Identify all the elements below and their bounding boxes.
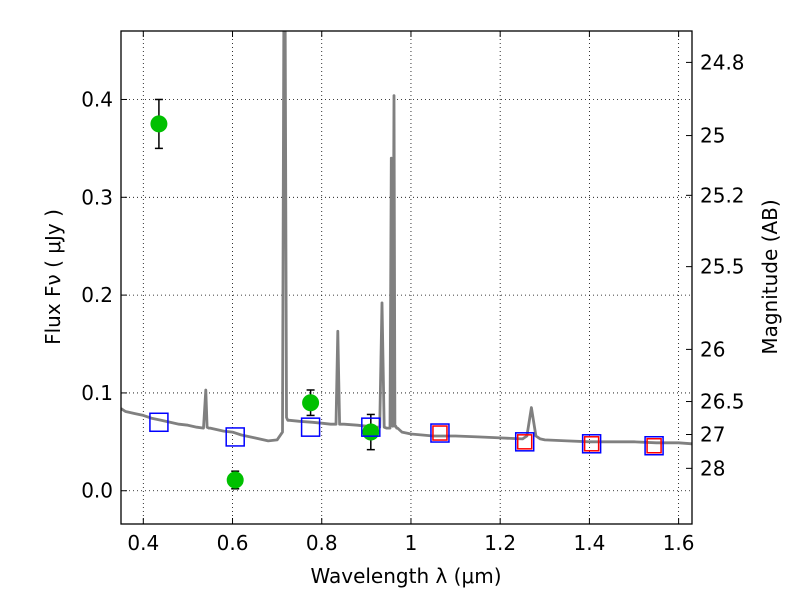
y-tick-label: 0.0	[81, 479, 113, 503]
model-square	[149, 412, 169, 433]
x-tick-label: 0.8	[306, 531, 338, 555]
data-point	[362, 423, 380, 441]
x-tick-label: 1.2	[484, 531, 516, 555]
right-tick-label: 26.5	[700, 390, 745, 414]
y-axis-label: Flux Fν ( μJy )	[41, 209, 65, 345]
model-square	[361, 417, 381, 437]
model-square	[514, 432, 535, 452]
y-tick-label: 0.2	[81, 283, 113, 307]
chart-marks	[121, 31, 692, 490]
y-tick-label: 0.1	[81, 381, 113, 405]
right-tick-label: 27	[700, 422, 725, 446]
right-tick-label: 26	[700, 337, 725, 361]
right-tick-label: 25	[700, 124, 725, 148]
data-point	[226, 471, 244, 489]
x-tick-label: 0.4	[127, 531, 159, 555]
model-square	[581, 434, 602, 454]
model-square	[300, 417, 321, 437]
x-tick-label: 1	[405, 531, 418, 555]
axes: 0.4 0.6 0.8 1 1.2 1.4 1.6 0.0 0.1 0.2 0.3 0.4 24.8 25…	[81, 31, 745, 555]
x-tick-label: 1.6	[663, 531, 695, 555]
right-tick-label: 24.8	[700, 50, 745, 74]
x-tick-label: 0.6	[217, 531, 249, 555]
model-square	[583, 436, 600, 452]
y-tick-label: 0.3	[81, 185, 113, 209]
model-square	[644, 435, 664, 456]
right-tick-label: 28	[700, 456, 725, 480]
model-square	[516, 434, 533, 450]
model-square	[646, 437, 662, 454]
right-axis-label: Magnitude (AB)	[758, 199, 782, 354]
data-point	[302, 394, 320, 412]
y-tick-label: 0.4	[81, 87, 113, 111]
data-point	[150, 115, 168, 133]
right-tick-label: 25.5	[700, 255, 745, 279]
x-axis-label: Wavelength λ (μm)	[310, 564, 501, 588]
model-square	[430, 423, 450, 443]
plot-border	[120, 30, 693, 525]
model-square	[225, 427, 245, 447]
model-square	[432, 425, 448, 441]
x-tick-label: 1.4	[573, 531, 605, 555]
right-tick-label: 25.2	[700, 183, 745, 207]
plot-frame	[121, 31, 692, 524]
spectrum-line	[121, 31, 692, 446]
